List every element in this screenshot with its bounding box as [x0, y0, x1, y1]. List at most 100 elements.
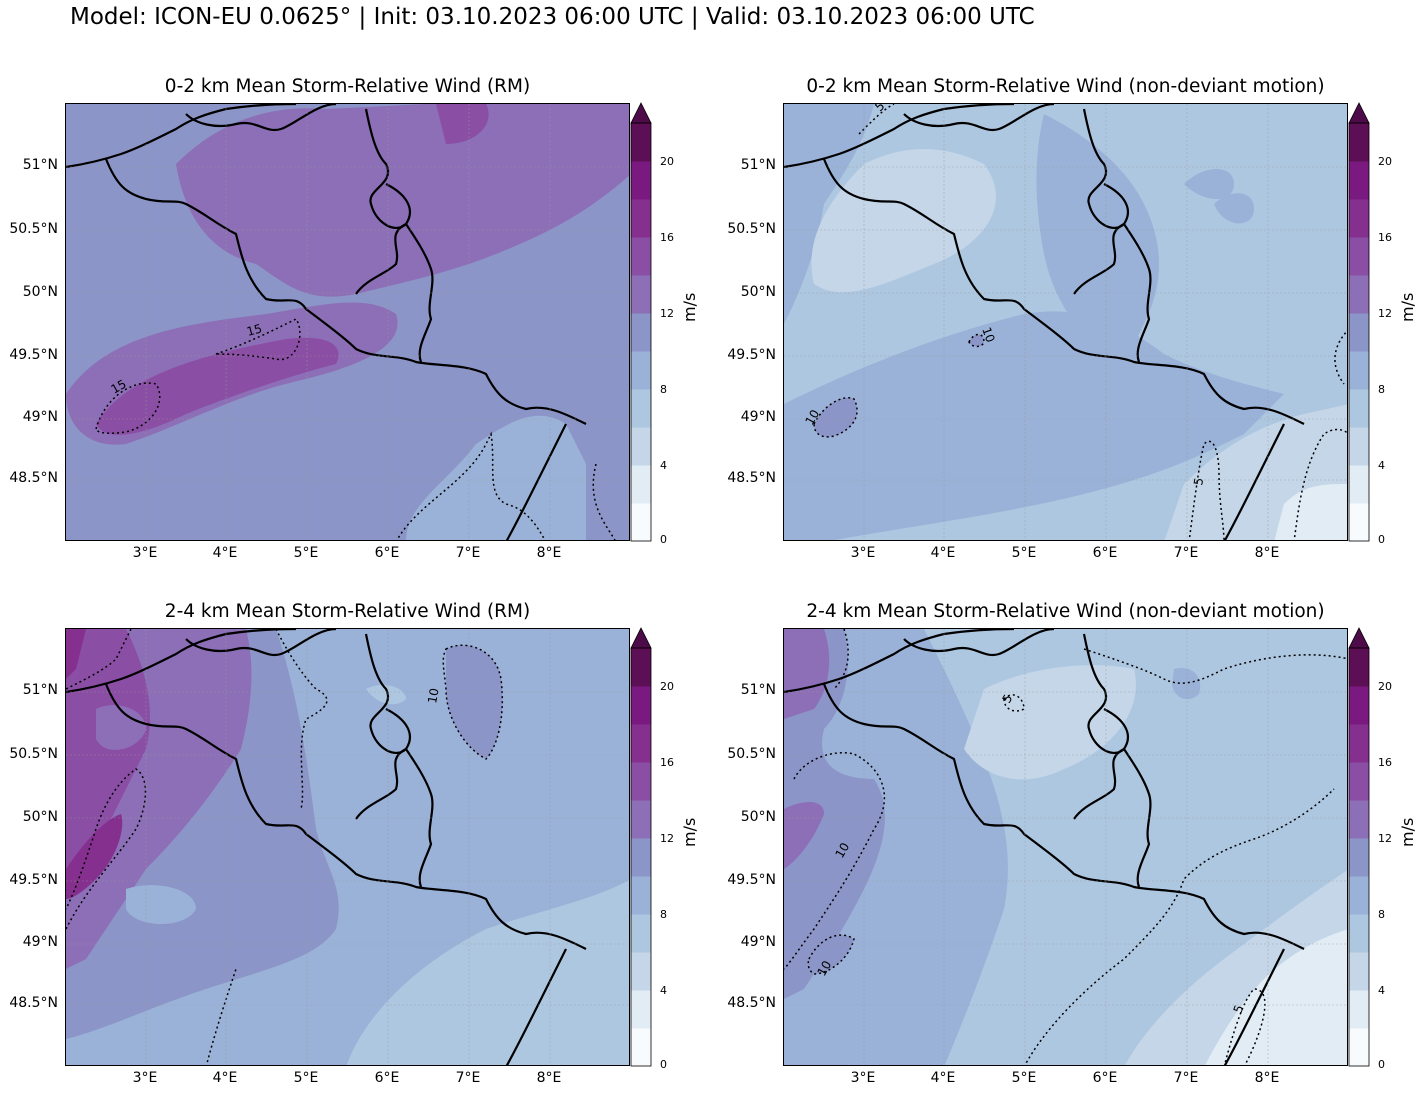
- lat-tick: 49.5°N: [727, 347, 776, 363]
- contour-label: 10: [814, 958, 834, 978]
- lat-tick: 49°N: [22, 409, 58, 425]
- map-panel-2: 0-2 km Mean Storm-Relative Wind (non-dev…: [718, 0, 1418, 561]
- colorbar-tick: 16: [1378, 756, 1392, 769]
- colorbar-bin: [1349, 313, 1369, 352]
- lon-tick: 5°E: [293, 545, 319, 561]
- lat-tick: 50°N: [740, 809, 776, 825]
- lon-tick: 4°E: [930, 545, 956, 561]
- colorbar-tick: 16: [660, 231, 674, 244]
- colorbar-tick: 4: [660, 459, 667, 472]
- contour-label: 15: [109, 377, 129, 397]
- lat-tick: 50.5°N: [9, 221, 58, 237]
- lon-tick: 7°E: [1173, 1070, 1199, 1086]
- lat-tick: 49.5°N: [727, 872, 776, 888]
- contour-label: 10: [832, 840, 852, 860]
- colorbar-tick: 8: [1378, 908, 1385, 921]
- colorbar-tick: 20: [1378, 155, 1392, 168]
- colorbar-tick: 12: [660, 832, 674, 845]
- colorbar-bin: [1349, 199, 1369, 238]
- colorbar-tick: 8: [660, 908, 667, 921]
- colorbar-frame: [630, 122, 652, 542]
- lat-tick: 48.5°N: [9, 995, 58, 1011]
- colorbar-bin: [631, 952, 651, 991]
- colorbar-bin: [631, 503, 651, 542]
- colorbar: [630, 627, 652, 1067]
- lat-tick: 49°N: [740, 934, 776, 950]
- colorbar-bin: [631, 427, 651, 466]
- colorbar-bin: [1349, 952, 1369, 991]
- colorbar-bin: [631, 275, 651, 314]
- colorbar-bin: [631, 351, 651, 390]
- colorbar-bin: [631, 762, 651, 801]
- lat-tick: 50.5°N: [727, 746, 776, 762]
- lon-tick: 7°E: [455, 1070, 481, 1086]
- colorbar-bin: [631, 990, 651, 1029]
- colorbar-bin: [631, 237, 651, 276]
- lat-tick: 48.5°N: [727, 470, 776, 486]
- figure-title: Model: ICON-EU 0.0625° | Init: 03.10.202…: [70, 4, 1035, 30]
- colorbar-bin: [1349, 876, 1369, 915]
- colorbar-tick: 20: [660, 155, 674, 168]
- colorbar-tick: 0: [1378, 1058, 1385, 1071]
- colorbar-bin: [631, 389, 651, 428]
- panel-title: 0-2 km Mean Storm-Relative Wind (RM): [164, 76, 531, 97]
- colorbar-bin: [1349, 427, 1369, 466]
- lat-tick: 50°N: [22, 809, 58, 825]
- map-panel-4: 2-4 km Mean Storm-Relative Wind (non-dev…: [718, 525, 1418, 1086]
- lon-tick: 4°E: [212, 1070, 238, 1086]
- colorbar-bin: [1349, 123, 1369, 162]
- contour-label: 5: [872, 104, 887, 114]
- colorbar-extend-arrow: [1348, 627, 1370, 649]
- colorbar-bin: [1349, 838, 1369, 877]
- colorbar-bin: [1349, 1028, 1369, 1067]
- colorbar-tick: 4: [660, 984, 667, 997]
- lat-tick: 50.5°N: [9, 746, 58, 762]
- colorbar-frame: [1348, 122, 1370, 542]
- colorbar-bin: [631, 199, 651, 238]
- colorbar-tick: 4: [1378, 984, 1385, 997]
- lon-tick: 3°E: [850, 545, 876, 561]
- map-plot-area: 10 10 5 5: [783, 103, 1348, 541]
- colorbar: [1348, 627, 1370, 1067]
- colorbar-bin: [1349, 389, 1369, 428]
- colorbar-tick: 8: [1378, 383, 1385, 396]
- lon-tick: 6°E: [374, 545, 400, 561]
- colorbar-tick: 16: [1378, 231, 1392, 244]
- panel-title: 2-4 km Mean Storm-Relative Wind (RM): [164, 601, 531, 622]
- map-plot-area: 5 10 10 5: [783, 628, 1348, 1066]
- colorbar-bin: [1349, 914, 1369, 953]
- colorbar-extend-arrow: [630, 627, 652, 649]
- colorbar: [1348, 102, 1370, 542]
- colorbar-tick: 12: [660, 307, 674, 320]
- colorbar-bin: [1349, 161, 1369, 200]
- colorbar-tick: 4: [1378, 459, 1385, 472]
- contour-label: 10: [425, 687, 441, 704]
- contour-label: 10: [802, 407, 822, 427]
- lon-tick: 4°E: [930, 1070, 956, 1086]
- colorbar-frame: [1348, 647, 1370, 1067]
- colorbar-bin: [1349, 275, 1369, 314]
- colorbar-bin: [631, 161, 651, 200]
- map-plot-area: 10: [65, 628, 630, 1066]
- colorbar-extend-arrow: [1348, 102, 1370, 124]
- lon-tick: 8°E: [1254, 1070, 1280, 1086]
- contour-label: 5: [1191, 477, 1206, 487]
- lat-tick: 49.5°N: [9, 347, 58, 363]
- colorbar: [630, 102, 652, 542]
- colorbar-bin: [1349, 465, 1369, 504]
- colorbar-bin: [631, 838, 651, 877]
- lon-tick: 3°E: [850, 1070, 876, 1086]
- lat-tick: 48.5°N: [727, 995, 776, 1011]
- colorbar-bin: [631, 1028, 651, 1067]
- lat-tick: 51°N: [22, 157, 58, 173]
- lon-tick: 5°E: [1011, 545, 1037, 561]
- colorbar-bin: [631, 800, 651, 839]
- lon-tick: 7°E: [1173, 545, 1199, 561]
- colorbar-bin: [1349, 724, 1369, 763]
- map-panel-1: 0-2 km Mean Storm-Relative Wind (RM) 15 …: [0, 0, 700, 561]
- colorbar-bin: [1349, 990, 1369, 1029]
- colorbar-tick: 0: [660, 533, 667, 546]
- colorbar-bin: [631, 313, 651, 352]
- panel-title: 2-4 km Mean Storm-Relative Wind (non-dev…: [806, 601, 1325, 622]
- colorbar-label: m/s: [1398, 292, 1417, 322]
